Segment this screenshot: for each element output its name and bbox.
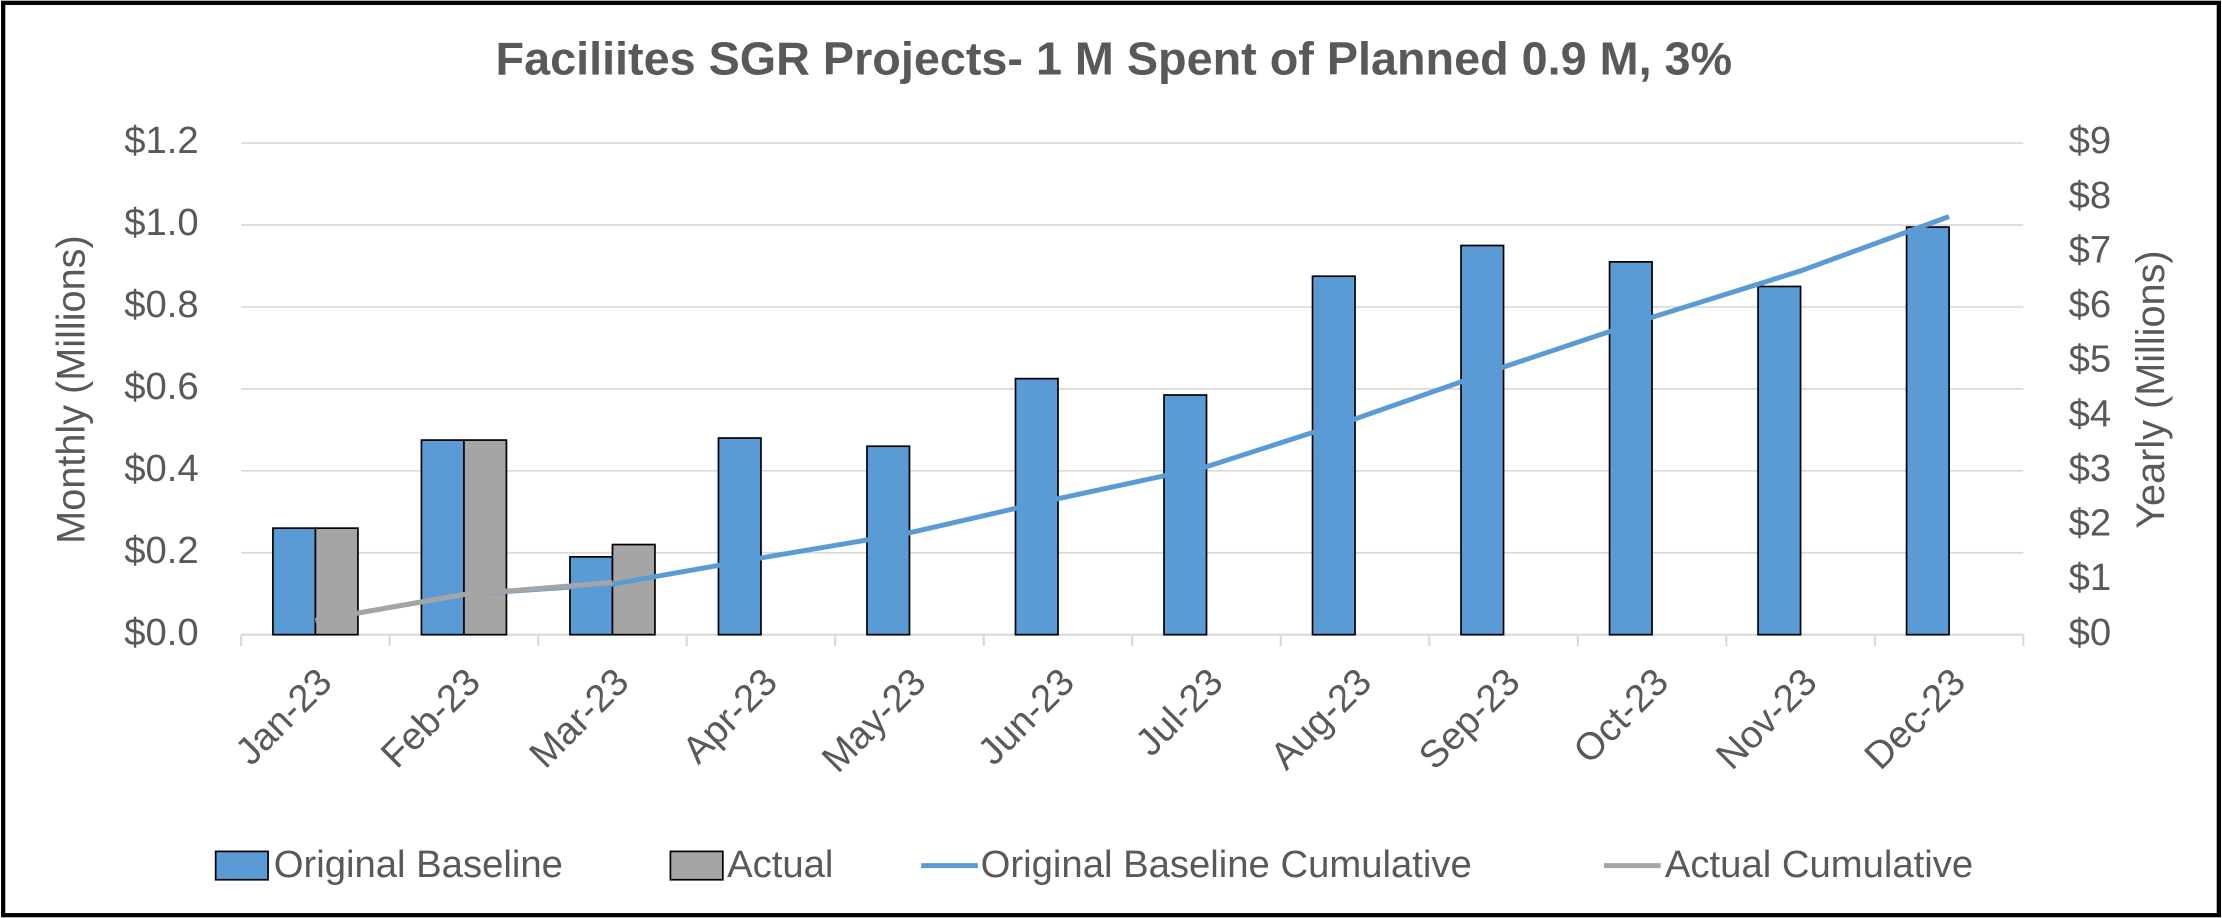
y-tick-label: $1.0	[124, 201, 198, 244]
bar	[463, 439, 508, 636]
legend-swatch	[669, 850, 724, 881]
bar	[420, 439, 465, 636]
y2-tick-label: $8	[2069, 174, 2112, 217]
y2-tick-label: $3	[2069, 447, 2112, 490]
y2-tick-label: $7	[2069, 228, 2112, 271]
bar	[1163, 394, 1208, 636]
bar	[1311, 275, 1356, 636]
line-series	[314, 580, 613, 623]
y2-tick-label: $9	[2069, 119, 2112, 162]
y2-tick-label: $0	[2069, 611, 2112, 654]
y-tick-label: $0.0	[124, 611, 198, 654]
bar	[611, 543, 656, 636]
bar	[1757, 285, 1802, 636]
y-tick-label: $0.8	[124, 283, 198, 326]
y2-tick-label: $6	[2069, 283, 2112, 326]
y2-tick-label: $2	[2069, 502, 2112, 545]
y-tick-label: $0.6	[124, 365, 198, 408]
chart-title: Faciliites SGR Projects- 1 M Spent of Pl…	[496, 33, 1733, 85]
legend-label: Actual	[727, 843, 833, 886]
y2-tick-label: $5	[2069, 338, 2112, 381]
y2-tick-label: $4	[2069, 392, 2112, 435]
y-tick-label: $0.4	[124, 447, 198, 490]
bar	[1460, 244, 1505, 636]
bar	[1905, 226, 1950, 636]
y-axis-title: Monthly (Millions)	[49, 235, 93, 544]
bar	[717, 437, 762, 636]
legend-label: Actual Cumulative	[1665, 843, 1973, 886]
y2-axis-title: Yearly (Millions)	[2129, 250, 2173, 528]
y2-tick-label: $1	[2069, 556, 2112, 599]
bar	[569, 555, 614, 636]
bar	[272, 527, 317, 636]
legend-label: Original Baseline Cumulative	[981, 843, 1472, 886]
legend-swatch	[214, 850, 269, 881]
y-tick-label: $1.2	[124, 119, 198, 162]
legend-label: Original Baseline	[274, 843, 563, 886]
y-tick-label: $0.2	[124, 529, 198, 572]
